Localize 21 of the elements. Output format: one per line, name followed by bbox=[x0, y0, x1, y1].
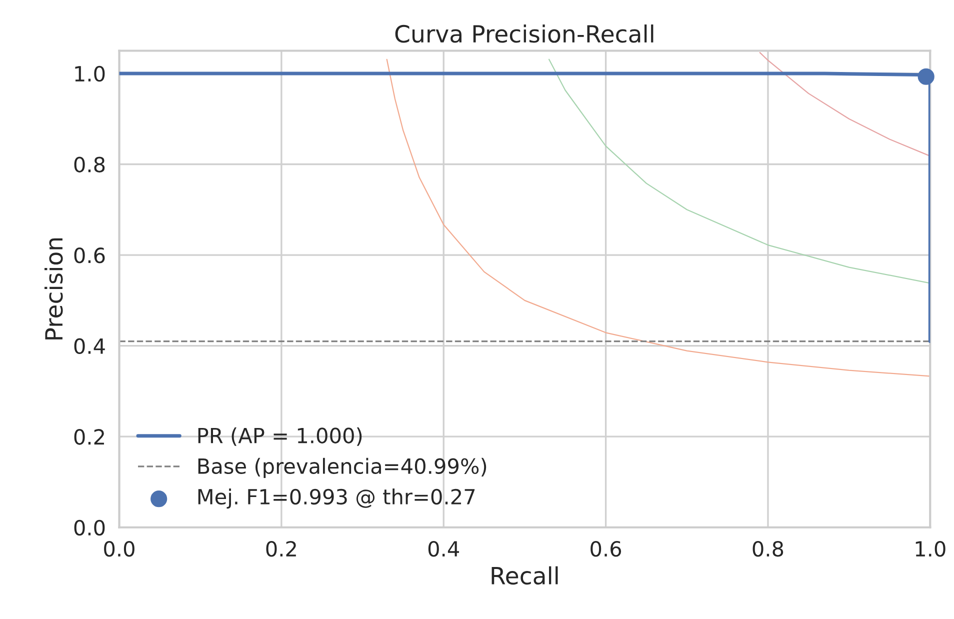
chart-title: Curva Precision-Recall bbox=[395, 24, 654, 43]
y-axis-title: Precision bbox=[44, 238, 63, 340]
x-axis-title: Recall bbox=[492, 566, 558, 585]
y-tick-label: 0.8 bbox=[74, 156, 105, 172]
x-tick-label: 0.4 bbox=[428, 540, 460, 557]
y-tick-label: 0.6 bbox=[74, 247, 105, 264]
x-tick-label: 0.0 bbox=[104, 540, 134, 557]
line-series bbox=[386, 58, 930, 377]
y-tick-label: 0.0 bbox=[74, 520, 105, 536]
x-tick-label: 0.8 bbox=[752, 540, 784, 557]
legend-label: Base (prevalencia=40.99%) bbox=[198, 458, 486, 478]
y-tick-label: 1.0 bbox=[75, 66, 105, 82]
legend-label: PR (AP = 1.000) bbox=[198, 427, 362, 446]
x-tick-label: 0.2 bbox=[266, 540, 296, 557]
line-series bbox=[759, 52, 930, 157]
legend-label: Mej. F1=0.993 @ thr=0.27 bbox=[198, 488, 475, 509]
x-tick-label: 1.0 bbox=[916, 540, 946, 557]
x-tick-label: 0.6 bbox=[590, 540, 622, 557]
line-series bbox=[548, 58, 930, 284]
y-tick-label: 0.2 bbox=[74, 429, 104, 445]
y-tick-label: 0.4 bbox=[74, 338, 105, 354]
